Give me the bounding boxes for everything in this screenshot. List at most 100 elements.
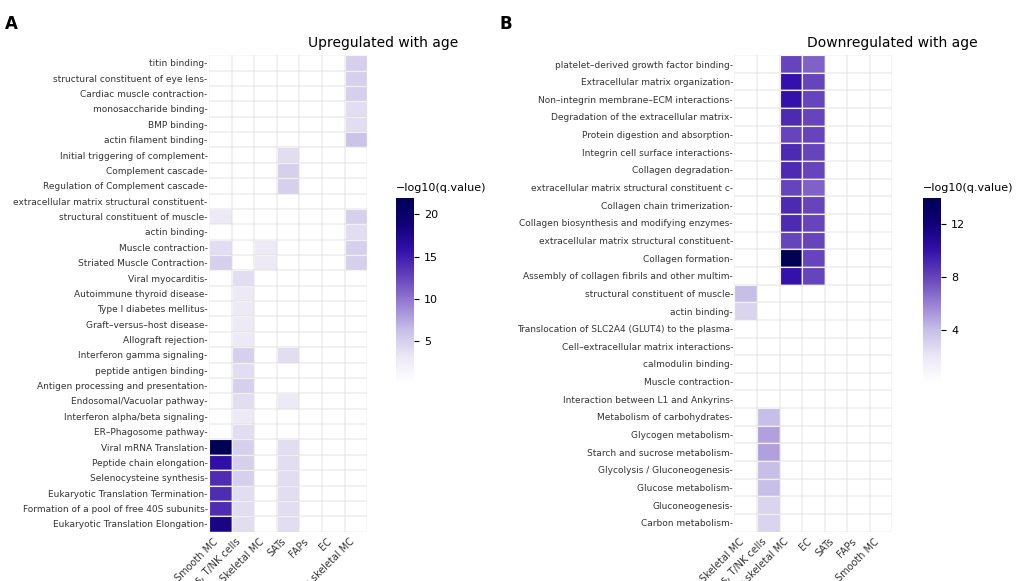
FancyBboxPatch shape	[847, 302, 869, 320]
Bar	[756, 144, 779, 161]
FancyBboxPatch shape	[231, 378, 254, 393]
Bar	[254, 70, 276, 86]
Bar	[734, 461, 756, 479]
Bar	[254, 239, 276, 255]
Bar	[779, 214, 801, 232]
Bar	[801, 91, 824, 108]
Bar	[734, 144, 756, 161]
FancyBboxPatch shape	[276, 70, 300, 86]
Bar	[734, 426, 756, 443]
Bar	[847, 144, 869, 161]
FancyBboxPatch shape	[824, 355, 847, 373]
FancyBboxPatch shape	[847, 479, 869, 496]
FancyBboxPatch shape	[869, 108, 892, 125]
Bar	[231, 408, 254, 424]
FancyBboxPatch shape	[300, 408, 322, 424]
Bar	[322, 193, 344, 209]
FancyBboxPatch shape	[344, 286, 367, 301]
Bar	[254, 132, 276, 148]
FancyBboxPatch shape	[322, 117, 344, 132]
FancyBboxPatch shape	[209, 439, 231, 455]
FancyBboxPatch shape	[300, 486, 322, 501]
Bar	[756, 408, 779, 426]
Bar	[869, 285, 892, 302]
FancyBboxPatch shape	[300, 424, 322, 439]
FancyBboxPatch shape	[209, 163, 231, 178]
Bar	[869, 267, 892, 285]
FancyBboxPatch shape	[344, 363, 367, 378]
Bar	[801, 426, 824, 443]
Bar	[824, 144, 847, 161]
Bar	[869, 355, 892, 373]
FancyBboxPatch shape	[231, 393, 254, 408]
FancyBboxPatch shape	[344, 486, 367, 501]
FancyBboxPatch shape	[847, 267, 869, 285]
FancyBboxPatch shape	[231, 317, 254, 332]
FancyBboxPatch shape	[322, 86, 344, 101]
FancyBboxPatch shape	[801, 355, 824, 373]
FancyBboxPatch shape	[344, 270, 367, 286]
FancyBboxPatch shape	[824, 285, 847, 302]
Bar	[847, 390, 869, 408]
Bar	[300, 148, 322, 163]
FancyBboxPatch shape	[779, 408, 801, 426]
FancyBboxPatch shape	[869, 285, 892, 302]
Bar	[300, 378, 322, 393]
FancyBboxPatch shape	[209, 286, 231, 301]
FancyBboxPatch shape	[824, 108, 847, 125]
FancyBboxPatch shape	[779, 479, 801, 496]
Bar	[231, 70, 254, 86]
FancyBboxPatch shape	[801, 338, 824, 355]
FancyBboxPatch shape	[254, 286, 276, 301]
FancyBboxPatch shape	[734, 355, 756, 373]
FancyBboxPatch shape	[276, 470, 300, 486]
FancyBboxPatch shape	[756, 55, 779, 73]
Bar	[869, 514, 892, 532]
FancyBboxPatch shape	[869, 461, 892, 479]
Bar	[254, 270, 276, 286]
Bar	[209, 239, 231, 255]
FancyBboxPatch shape	[231, 332, 254, 347]
Bar	[824, 338, 847, 355]
Bar	[801, 214, 824, 232]
Bar	[756, 232, 779, 249]
Bar	[756, 73, 779, 91]
Bar	[344, 455, 367, 470]
FancyBboxPatch shape	[231, 408, 254, 424]
FancyBboxPatch shape	[254, 424, 276, 439]
Bar	[756, 161, 779, 179]
FancyBboxPatch shape	[734, 55, 756, 73]
FancyBboxPatch shape	[756, 249, 779, 267]
FancyBboxPatch shape	[344, 424, 367, 439]
FancyBboxPatch shape	[824, 91, 847, 108]
FancyBboxPatch shape	[756, 408, 779, 426]
Bar	[847, 373, 869, 390]
FancyBboxPatch shape	[756, 479, 779, 496]
FancyBboxPatch shape	[847, 514, 869, 532]
FancyBboxPatch shape	[824, 214, 847, 232]
FancyBboxPatch shape	[824, 249, 847, 267]
FancyBboxPatch shape	[322, 163, 344, 178]
Bar	[322, 332, 344, 347]
Bar	[869, 320, 892, 338]
FancyBboxPatch shape	[847, 338, 869, 355]
Bar	[344, 363, 367, 378]
Bar	[801, 249, 824, 267]
Bar	[322, 455, 344, 470]
FancyBboxPatch shape	[300, 101, 322, 117]
FancyBboxPatch shape	[824, 373, 847, 390]
Bar	[322, 255, 344, 270]
FancyBboxPatch shape	[231, 224, 254, 239]
Bar	[254, 193, 276, 209]
FancyBboxPatch shape	[209, 332, 231, 347]
FancyBboxPatch shape	[756, 73, 779, 91]
Bar	[734, 338, 756, 355]
Bar	[756, 355, 779, 373]
FancyBboxPatch shape	[209, 486, 231, 501]
Bar	[734, 249, 756, 267]
Bar	[231, 455, 254, 470]
Bar	[801, 373, 824, 390]
Title: Upregulated with age: Upregulated with age	[308, 36, 458, 50]
FancyBboxPatch shape	[322, 347, 344, 363]
FancyBboxPatch shape	[276, 317, 300, 332]
